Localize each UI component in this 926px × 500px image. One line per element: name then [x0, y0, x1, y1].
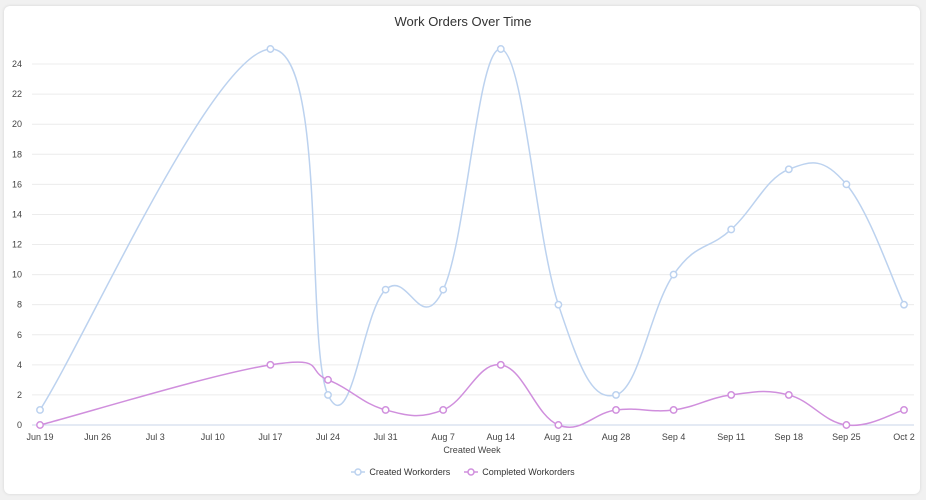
x-tick-label: Sep 4: [662, 432, 686, 442]
data-point[interactable]: [324, 375, 332, 384]
created-series-marker-icon: [351, 468, 366, 476]
y-tick-label: 8: [17, 300, 22, 310]
data-point[interactable]: [784, 165, 793, 174]
y-tick-label: 24: [12, 59, 22, 69]
legend-label-created: Created Workorders: [369, 467, 451, 477]
data-point[interactable]: [612, 406, 620, 414]
data-point[interactable]: [842, 180, 851, 189]
chart-title: Work Orders Over Time: [394, 14, 532, 29]
data-point[interactable]: [669, 270, 678, 279]
chart-card: [4, 6, 920, 494]
legend-label-completed: Completed Workorders: [482, 467, 575, 477]
legend-item-completed[interactable]: Completed Workorders: [464, 467, 575, 477]
y-tick-label: 2: [17, 390, 22, 400]
data-point[interactable]: [612, 390, 620, 399]
x-tick-label: Sep 25: [832, 432, 861, 442]
data-point[interactable]: [381, 285, 390, 294]
y-tick-label: 18: [12, 149, 22, 159]
x-tick-label: Sep 11: [717, 432, 745, 442]
data-point[interactable]: [669, 406, 678, 414]
data-point[interactable]: [324, 390, 332, 399]
created-series-line: [39, 48, 905, 411]
data-point[interactable]: [900, 300, 908, 309]
x-tick-label: Sep 18: [775, 432, 804, 442]
x-tick-label: Aug 14: [487, 432, 516, 442]
x-tick-label: Jul 3: [146, 432, 165, 442]
y-tick-label: 10: [12, 270, 22, 280]
x-axis-label: Created Week: [443, 445, 501, 455]
x-tick-label: Jul 17: [258, 432, 282, 442]
data-point[interactable]: [842, 421, 851, 429]
data-point[interactable]: [266, 360, 275, 369]
data-point[interactable]: [727, 390, 736, 399]
data-point[interactable]: [900, 406, 908, 414]
y-tick-label: 4: [17, 360, 22, 370]
y-tick-label: 12: [12, 240, 22, 250]
data-point[interactable]: [496, 360, 505, 369]
x-tick-label: Aug 28: [602, 432, 631, 442]
data-point[interactable]: [554, 300, 563, 309]
data-point[interactable]: [439, 406, 448, 414]
x-tick-label: Jun 19: [26, 432, 53, 442]
y-tick-label: 0: [17, 420, 22, 430]
x-tick-label: Jun 26: [84, 432, 111, 442]
data-point[interactable]: [496, 45, 505, 53]
data-point[interactable]: [381, 406, 390, 414]
y-tick-label: 16: [12, 179, 22, 189]
completed-series-line: [39, 361, 905, 428]
y-tick-label: 14: [12, 209, 22, 219]
y-tick-label: 6: [17, 330, 22, 340]
x-tick-label: Aug 21: [544, 432, 573, 442]
chart-legend: Created Workorders Completed Workorders: [0, 467, 926, 477]
x-tick-label: Jul 24: [316, 432, 340, 442]
data-point[interactable]: [439, 285, 448, 294]
y-tick-label: 22: [12, 89, 22, 99]
x-tick-label: Jul 31: [374, 432, 398, 442]
y-tick-label: 20: [12, 119, 22, 129]
data-point[interactable]: [36, 406, 44, 414]
completed-series-marker-icon: [464, 468, 479, 476]
data-point[interactable]: [266, 45, 275, 53]
data-point[interactable]: [554, 421, 563, 429]
data-point[interactable]: [727, 225, 736, 234]
x-tick-label: Aug 7: [431, 432, 455, 442]
data-point[interactable]: [36, 421, 44, 429]
x-tick-label: Jul 10: [201, 432, 225, 442]
x-tick-label: Oct 2: [893, 432, 915, 442]
legend-item-created[interactable]: Created Workorders: [351, 467, 450, 477]
data-point[interactable]: [784, 390, 793, 399]
